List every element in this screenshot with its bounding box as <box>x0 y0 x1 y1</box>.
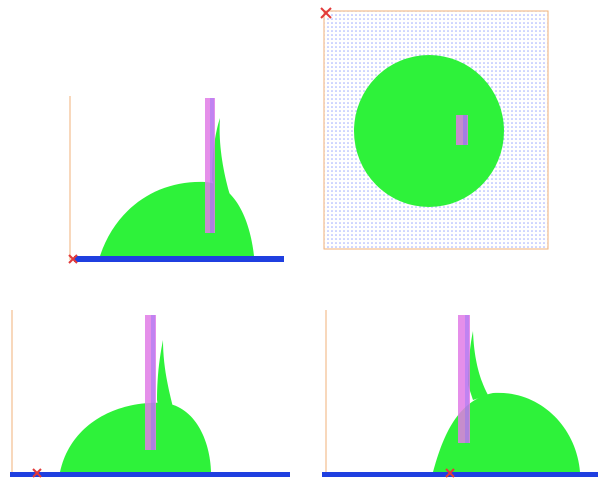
pillar <box>458 315 470 443</box>
side-view-canvas-2 <box>10 310 290 478</box>
pillar-top-edge <box>463 115 467 145</box>
origin-marker <box>445 468 455 478</box>
side-view-panel-3 <box>318 305 600 480</box>
side-view-canvas-3 <box>322 310 598 478</box>
particle-mound <box>60 402 211 472</box>
origin-marker <box>320 7 332 19</box>
top-view-panel <box>318 5 554 253</box>
pillar-edge <box>465 315 469 443</box>
particle-disc <box>354 55 504 207</box>
particle-splash <box>157 340 175 417</box>
floor <box>74 256 284 262</box>
top-view-canvas <box>320 7 549 250</box>
floor <box>322 472 598 477</box>
origin-marker <box>32 468 42 478</box>
pillar-edge <box>151 315 155 450</box>
origin-marker <box>68 254 78 264</box>
side-view-panel-1 <box>60 90 290 270</box>
pillar <box>145 315 156 450</box>
particle-splash <box>468 331 488 400</box>
particle-splash <box>212 118 230 200</box>
pillar <box>205 98 215 233</box>
pillar-top <box>456 115 468 145</box>
particle-mound <box>433 392 580 472</box>
side-view-canvas-1 <box>68 96 284 264</box>
particle-mound <box>100 181 254 256</box>
floor <box>10 472 290 477</box>
side-view-panel-2 <box>5 305 295 480</box>
pillar-edge <box>210 98 214 233</box>
